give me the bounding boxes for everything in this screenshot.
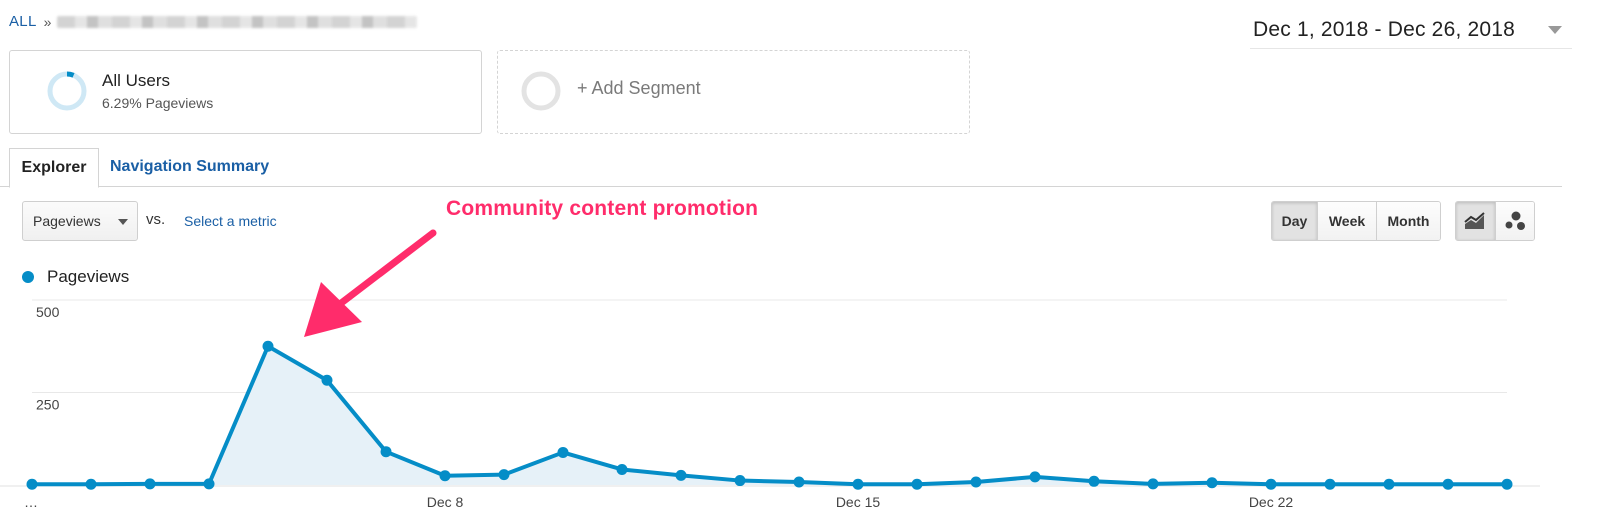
- empty-segment-donut-icon: [521, 71, 561, 111]
- data-point: [380, 446, 392, 458]
- breadcrumb-separator: »: [43, 13, 52, 30]
- x-tick-label: Dec 8: [427, 494, 464, 510]
- segment-donut-icon: [47, 71, 87, 111]
- data-point: [26, 478, 38, 490]
- legend-swatch: [22, 271, 34, 283]
- motion-chart-icon: [1505, 211, 1525, 230]
- motion-chart-button[interactable]: [1495, 202, 1534, 240]
- chevron-down-icon: [118, 219, 128, 225]
- data-point: [1324, 478, 1336, 490]
- data-point: [439, 470, 451, 482]
- breadcrumb-redacted-property: [57, 15, 418, 28]
- data-point: [793, 476, 805, 488]
- date-range-picker[interactable]: Dec 1, 2018 - Dec 26, 2018: [1250, 12, 1572, 49]
- data-point: [1147, 478, 1159, 490]
- data-point: [970, 476, 982, 488]
- data-point: [1442, 478, 1454, 490]
- data-point: [1206, 477, 1218, 489]
- chevron-down-icon: [1548, 26, 1562, 34]
- data-point: [203, 478, 215, 490]
- data-point: [498, 469, 510, 481]
- data-point: [1501, 478, 1513, 490]
- tabs-divider: [0, 186, 1562, 187]
- data-point: [1383, 478, 1395, 490]
- data-point: [144, 478, 156, 490]
- pageviews-chart: 250 500 … Dec 8 Dec 15 Dec 22: [0, 299, 1540, 510]
- data-point: [321, 374, 333, 386]
- data-point: [1265, 478, 1277, 490]
- chart-type-toggle: [1455, 201, 1535, 241]
- y-tick-label: 500: [36, 304, 60, 320]
- x-tick-label: Dec 22: [1249, 494, 1294, 510]
- data-point: [675, 469, 687, 481]
- segment-all-users[interactable]: All Users 6.29% Pageviews: [9, 50, 482, 134]
- segment-name: All Users: [102, 71, 171, 90]
- series-line: [32, 344, 1507, 487]
- period-toggle: Day Week Month: [1271, 201, 1441, 241]
- series-area: [32, 346, 1507, 485]
- month-button[interactable]: Month: [1376, 202, 1440, 240]
- data-point: [1029, 471, 1041, 483]
- select-metric-link[interactable]: Select a metric: [184, 213, 277, 229]
- legend-label: Pageviews: [47, 267, 130, 286]
- breadcrumb-all-link[interactable]: ALL: [9, 13, 37, 30]
- line-chart-icon: [1464, 212, 1485, 229]
- x-tick-label: Dec 15: [836, 494, 881, 510]
- date-range-label: Dec 1, 2018 - Dec 26, 2018: [1253, 18, 1516, 41]
- x-tick-label: …: [24, 494, 38, 510]
- metric-select-value: Pageviews: [33, 213, 101, 229]
- data-point: [852, 478, 864, 490]
- vs-label: vs.: [146, 211, 166, 228]
- line-chart-button[interactable]: [1456, 202, 1496, 240]
- tab-explorer[interactable]: Explorer: [9, 148, 99, 188]
- tab-navigation-summary[interactable]: Navigation Summary: [110, 158, 270, 175]
- add-segment-label: + Add Segment: [577, 78, 701, 98]
- segment-share: 6.29% Pageviews: [102, 95, 214, 111]
- data-point: [616, 463, 628, 475]
- chart-legend: Pageviews: [22, 267, 129, 287]
- y-tick-label: 250: [36, 397, 60, 413]
- data-point: [911, 478, 923, 490]
- data-point: [262, 340, 274, 352]
- annotation-label: Community content promotion: [446, 197, 759, 220]
- data-point: [557, 446, 569, 458]
- breadcrumb: ALL »: [9, 13, 418, 30]
- week-button[interactable]: Week: [1317, 202, 1376, 240]
- data-point: [1088, 475, 1100, 487]
- metric-select[interactable]: Pageviews: [22, 201, 138, 241]
- add-segment-button[interactable]: + Add Segment: [497, 50, 970, 134]
- day-button[interactable]: Day: [1272, 202, 1317, 240]
- data-point: [734, 475, 746, 487]
- data-point: [85, 478, 97, 490]
